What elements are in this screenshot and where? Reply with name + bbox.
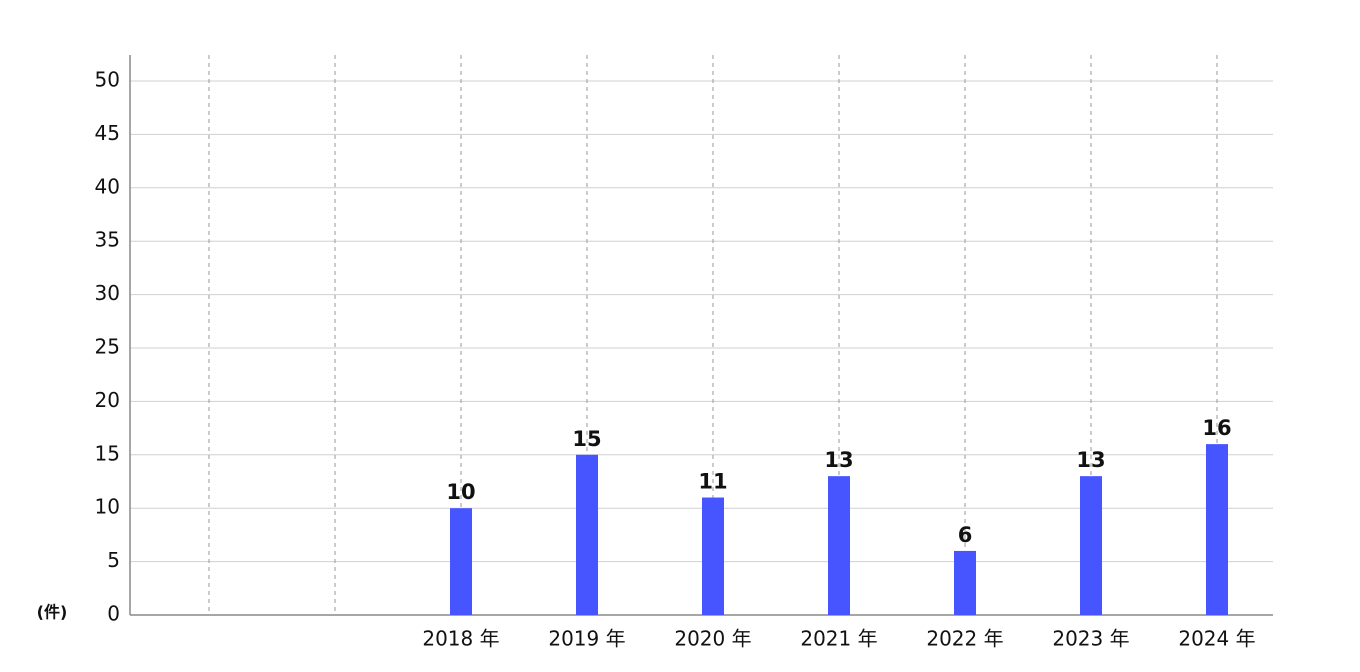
y-tick-label: 30 (95, 281, 120, 305)
value-label: 11 (698, 470, 727, 494)
y-tick-label: 35 (95, 228, 120, 252)
y-tick-label: 50 (95, 68, 120, 92)
value-label: 13 (1076, 448, 1105, 472)
bar (954, 550, 976, 615)
bar (450, 508, 472, 615)
bar (828, 476, 850, 615)
y-tick-label: 10 (95, 495, 120, 519)
x-tick-label: 2024 年 (1178, 627, 1255, 651)
x-tick-label: 2023 年 (1052, 627, 1129, 651)
y-tick-label: 40 (95, 174, 120, 198)
value-label: 16 (1202, 416, 1231, 440)
bar (576, 454, 598, 615)
bar (702, 497, 724, 615)
y-tick-label: 0 (107, 602, 120, 626)
bar (1080, 476, 1102, 615)
value-label: 10 (446, 480, 475, 504)
y-tick-label: 45 (95, 121, 120, 145)
value-label: 15 (572, 427, 601, 451)
x-tick-label: 2018 年 (422, 627, 499, 651)
y-tick-label: 5 (107, 548, 120, 572)
bar (1206, 444, 1228, 615)
x-tick-label: 2021 年 (800, 627, 877, 651)
x-tick-label: 2022 年 (926, 627, 1003, 651)
y-tick-label: 20 (95, 388, 120, 412)
value-label: 13 (824, 448, 853, 472)
y-tick-label: 15 (95, 441, 120, 465)
x-tick-label: 2019 年 (548, 627, 625, 651)
y-tick-label: 25 (95, 335, 120, 359)
value-label: 6 (958, 523, 973, 547)
x-tick-label: 2020 年 (674, 627, 751, 651)
y-axis-label: (件) (37, 603, 68, 622)
